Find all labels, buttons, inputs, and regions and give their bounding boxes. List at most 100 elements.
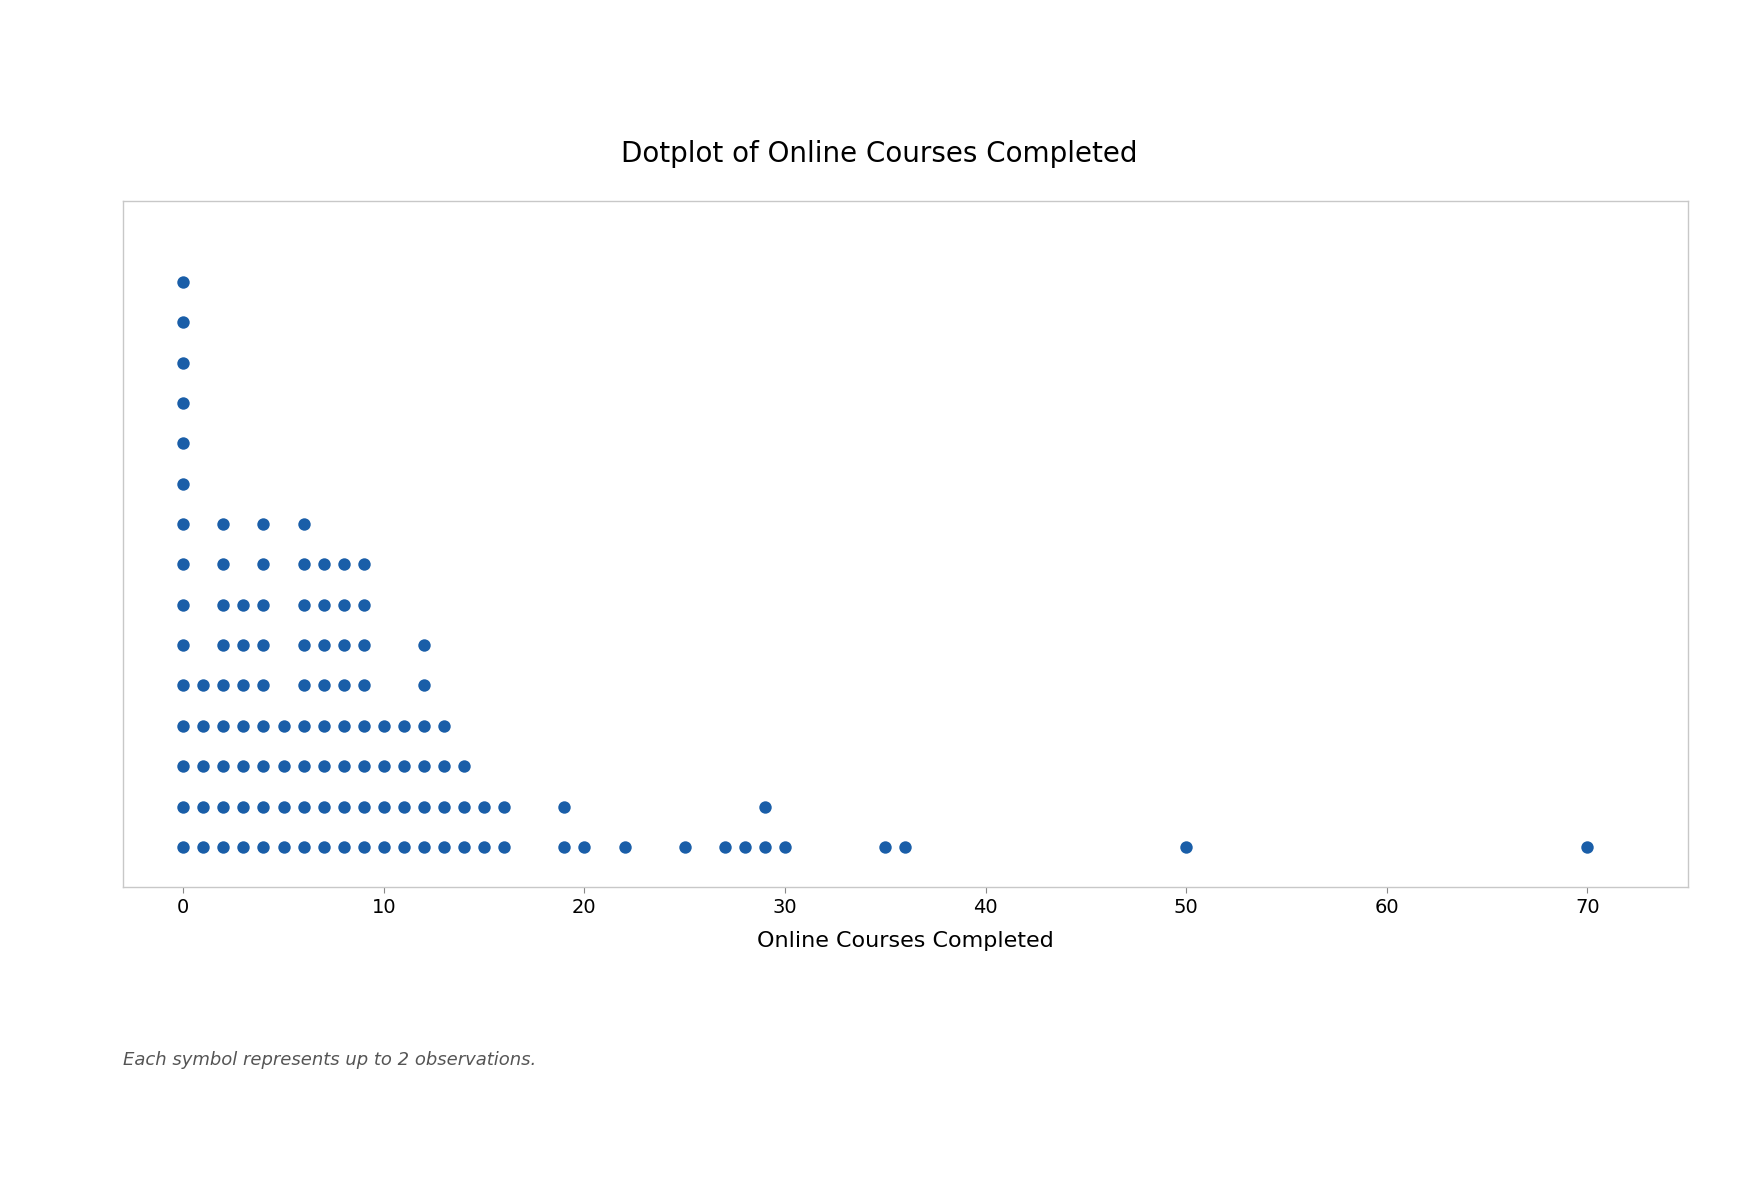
Point: [350, 797, 378, 816]
Point: [610, 838, 638, 856]
Point: [1172, 838, 1200, 856]
Point: [228, 595, 257, 614]
Point: [190, 838, 218, 856]
Point: [249, 635, 278, 654]
Point: [309, 635, 337, 654]
Point: [469, 797, 497, 816]
Point: [209, 838, 237, 856]
Point: [409, 675, 437, 694]
Point: [169, 595, 197, 614]
Point: [409, 717, 437, 736]
Point: [1573, 838, 1601, 856]
Point: [209, 635, 237, 654]
Point: [350, 838, 378, 856]
Point: [430, 757, 459, 776]
Point: [169, 797, 197, 816]
Point: [269, 838, 297, 856]
Point: [190, 675, 218, 694]
Point: [569, 838, 597, 856]
Point: [369, 797, 397, 816]
Point: [228, 757, 257, 776]
X-axis label: Online Courses Completed: Online Courses Completed: [757, 931, 1052, 951]
Point: [390, 717, 418, 736]
Point: [249, 675, 278, 694]
Point: [330, 757, 358, 776]
Point: [249, 797, 278, 816]
Point: [330, 838, 358, 856]
Point: [249, 757, 278, 776]
Point: [891, 838, 919, 856]
Point: [169, 394, 197, 413]
Point: [169, 434, 197, 453]
Point: [290, 717, 318, 736]
Point: [169, 675, 197, 694]
Point: [330, 555, 358, 574]
Text: Dotplot of Online Courses Completed: Dotplot of Online Courses Completed: [620, 140, 1137, 168]
Point: [309, 595, 337, 614]
Point: [330, 797, 358, 816]
Point: [309, 717, 337, 736]
Point: [169, 757, 197, 776]
Point: [450, 797, 478, 816]
Point: [249, 838, 278, 856]
Point: [169, 272, 197, 291]
Point: [228, 635, 257, 654]
Point: [430, 838, 459, 856]
Point: [350, 757, 378, 776]
Point: [290, 515, 318, 534]
Point: [309, 675, 337, 694]
Point: [450, 757, 478, 776]
Point: [430, 717, 459, 736]
Point: [330, 675, 358, 694]
Point: [309, 757, 337, 776]
Point: [190, 797, 218, 816]
Point: [249, 595, 278, 614]
Point: [169, 474, 197, 493]
Point: [290, 838, 318, 856]
Point: [309, 555, 337, 574]
Point: [409, 635, 437, 654]
Point: [190, 717, 218, 736]
Point: [209, 515, 237, 534]
Point: [330, 595, 358, 614]
Point: [169, 353, 197, 371]
Point: [350, 555, 378, 574]
Point: [290, 635, 318, 654]
Point: [750, 797, 778, 816]
Point: [350, 675, 378, 694]
Point: [350, 595, 378, 614]
Point: [269, 717, 297, 736]
Point: [490, 797, 518, 816]
Point: [330, 635, 358, 654]
Point: [750, 838, 778, 856]
Point: [228, 797, 257, 816]
Point: [290, 675, 318, 694]
Point: [209, 555, 237, 574]
Point: [669, 838, 698, 856]
Point: [228, 675, 257, 694]
Point: [290, 595, 318, 614]
Point: [169, 838, 197, 856]
Point: [409, 838, 437, 856]
Point: [350, 635, 378, 654]
Point: [390, 757, 418, 776]
Point: [190, 757, 218, 776]
Point: [469, 838, 497, 856]
Point: [430, 797, 459, 816]
Point: [369, 717, 397, 736]
Point: [209, 757, 237, 776]
Point: [490, 838, 518, 856]
Point: [169, 312, 197, 331]
Point: [209, 595, 237, 614]
Point: [390, 797, 418, 816]
Point: [290, 555, 318, 574]
Point: [249, 515, 278, 534]
Point: [169, 717, 197, 736]
Point: [228, 717, 257, 736]
Point: [350, 717, 378, 736]
Point: [290, 757, 318, 776]
Point: [550, 797, 578, 816]
Point: [169, 515, 197, 534]
Point: [550, 838, 578, 856]
Point: [290, 797, 318, 816]
